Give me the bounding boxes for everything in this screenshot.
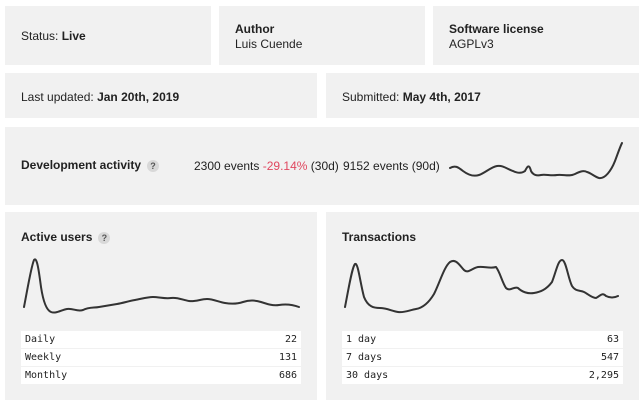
transactions-row-30-days: 30 days 2,295 [342, 367, 623, 384]
dev-activity-sparkline [449, 142, 623, 180]
last-updated-label: Last updated: [21, 90, 94, 104]
row-label: Monthly [25, 370, 68, 381]
dev-activity-heading: Development activity? [21, 158, 160, 172]
dev-activity-line [449, 142, 623, 180]
license-label: Software license [449, 22, 544, 36]
status-value: Live [61, 29, 86, 43]
dev-events-30d: 2300 events [194, 159, 260, 173]
active-users-row-monthly: Monthly 686 [21, 367, 301, 384]
license-card: Software license AGPLv3 [433, 6, 639, 65]
transactions-card: Transactions 1 day 63 7 days 547 30 days… [326, 212, 639, 400]
status-text: Status: Live [21, 29, 86, 43]
row-value: 2,295 [588, 370, 619, 381]
author-card: Author Luis Cuende [219, 6, 425, 65]
active-users-row-daily: Daily 22 [21, 331, 301, 348]
row-label: 7 days [346, 352, 383, 363]
row-value: 686 [278, 370, 297, 381]
dev-activity-label: Development activity [21, 158, 142, 172]
active-users-card: Active users? Daily 22 Weekly 131 Monthl… [5, 212, 317, 400]
active-users-help-icon[interactable]: ? [98, 231, 111, 244]
active-users-title: Active users [21, 230, 93, 244]
last-updated-text: Last updated: Jan 20th, 2019 [21, 90, 179, 104]
row-value: 547 [600, 352, 619, 363]
dev-change-period: (30d) [310, 159, 339, 173]
submitted-value: May 4th, 2017 [402, 90, 481, 104]
transactions-line [344, 259, 619, 314]
last-updated-value: Jan 20th, 2019 [97, 90, 180, 104]
dev-change-percent: -29.14% [262, 159, 308, 173]
dev-events-30d-text: 2300 events -29.14% (30d) [194, 159, 339, 173]
active-users-heading: Active users? [21, 230, 111, 244]
transactions-row-1-day: 1 day 63 [342, 331, 623, 348]
row-label: Weekly [25, 352, 62, 363]
row-value: 22 [284, 334, 297, 345]
submitted-card: Submitted: May 4th, 2017 [326, 73, 639, 118]
status-label: Status: [21, 29, 59, 43]
dev-activity-help-icon[interactable]: ? [147, 159, 160, 172]
dev-activity-card: Development activity? 2300 events -29.14… [5, 127, 639, 205]
author-label: Author [235, 22, 275, 36]
row-value: 63 [606, 334, 619, 345]
row-value: 131 [278, 352, 297, 363]
submitted-label: Submitted: [342, 90, 400, 104]
dev-events-90d: 9152 events (90d) [343, 159, 440, 173]
transactions-sparkline [344, 259, 619, 314]
row-label: 1 day [346, 334, 377, 345]
active-users-sparkline [23, 258, 300, 314]
author-value: Luis Cuende [235, 37, 303, 51]
last-updated-card: Last updated: Jan 20th, 2019 [5, 73, 317, 118]
transactions-title: Transactions [342, 230, 417, 244]
active-users-line [23, 258, 300, 314]
active-users-row-weekly: Weekly 131 [21, 349, 301, 366]
row-label: 30 days [346, 370, 389, 381]
submitted-text: Submitted: May 4th, 2017 [342, 90, 481, 104]
status-card: Status: Live [5, 6, 211, 65]
license-value: AGPLv3 [449, 37, 494, 51]
row-label: Daily [25, 334, 56, 345]
transactions-row-7-days: 7 days 547 [342, 349, 623, 366]
